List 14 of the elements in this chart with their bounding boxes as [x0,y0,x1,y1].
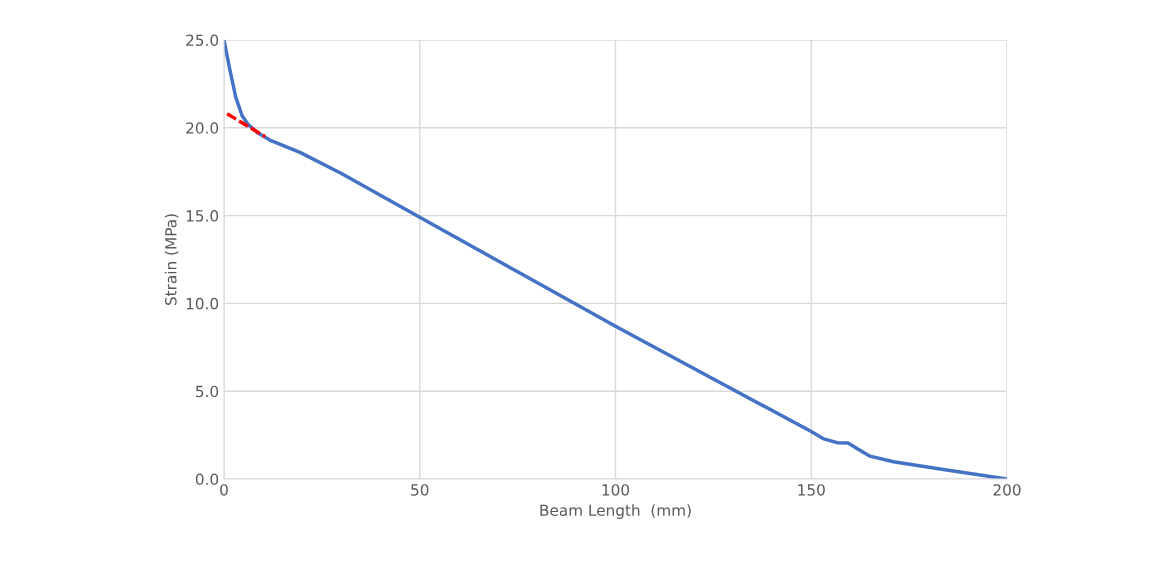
y-tick-label: 10.0 [186,297,219,310]
x-tick-label: 50 [411,484,429,496]
x-axis-title: Beam Length (mm) [540,504,691,519]
y-axis-title: Strain (MPa) [164,214,179,306]
y-tick-label: 5.0 [196,385,219,398]
x-tick-label: 200 [993,484,1021,496]
x-tick-label: 150 [798,484,825,496]
y-tick-label: 0.0 [195,473,219,486]
line-series [224,40,1007,479]
y-tick-label: 25.0 [186,34,219,47]
x-tick-label: 100 [602,484,630,496]
y-tick-label: 20.0 [186,122,219,134]
y-tick-label: 15.0 [186,210,219,222]
x-tick-label: 0 [220,484,228,496]
